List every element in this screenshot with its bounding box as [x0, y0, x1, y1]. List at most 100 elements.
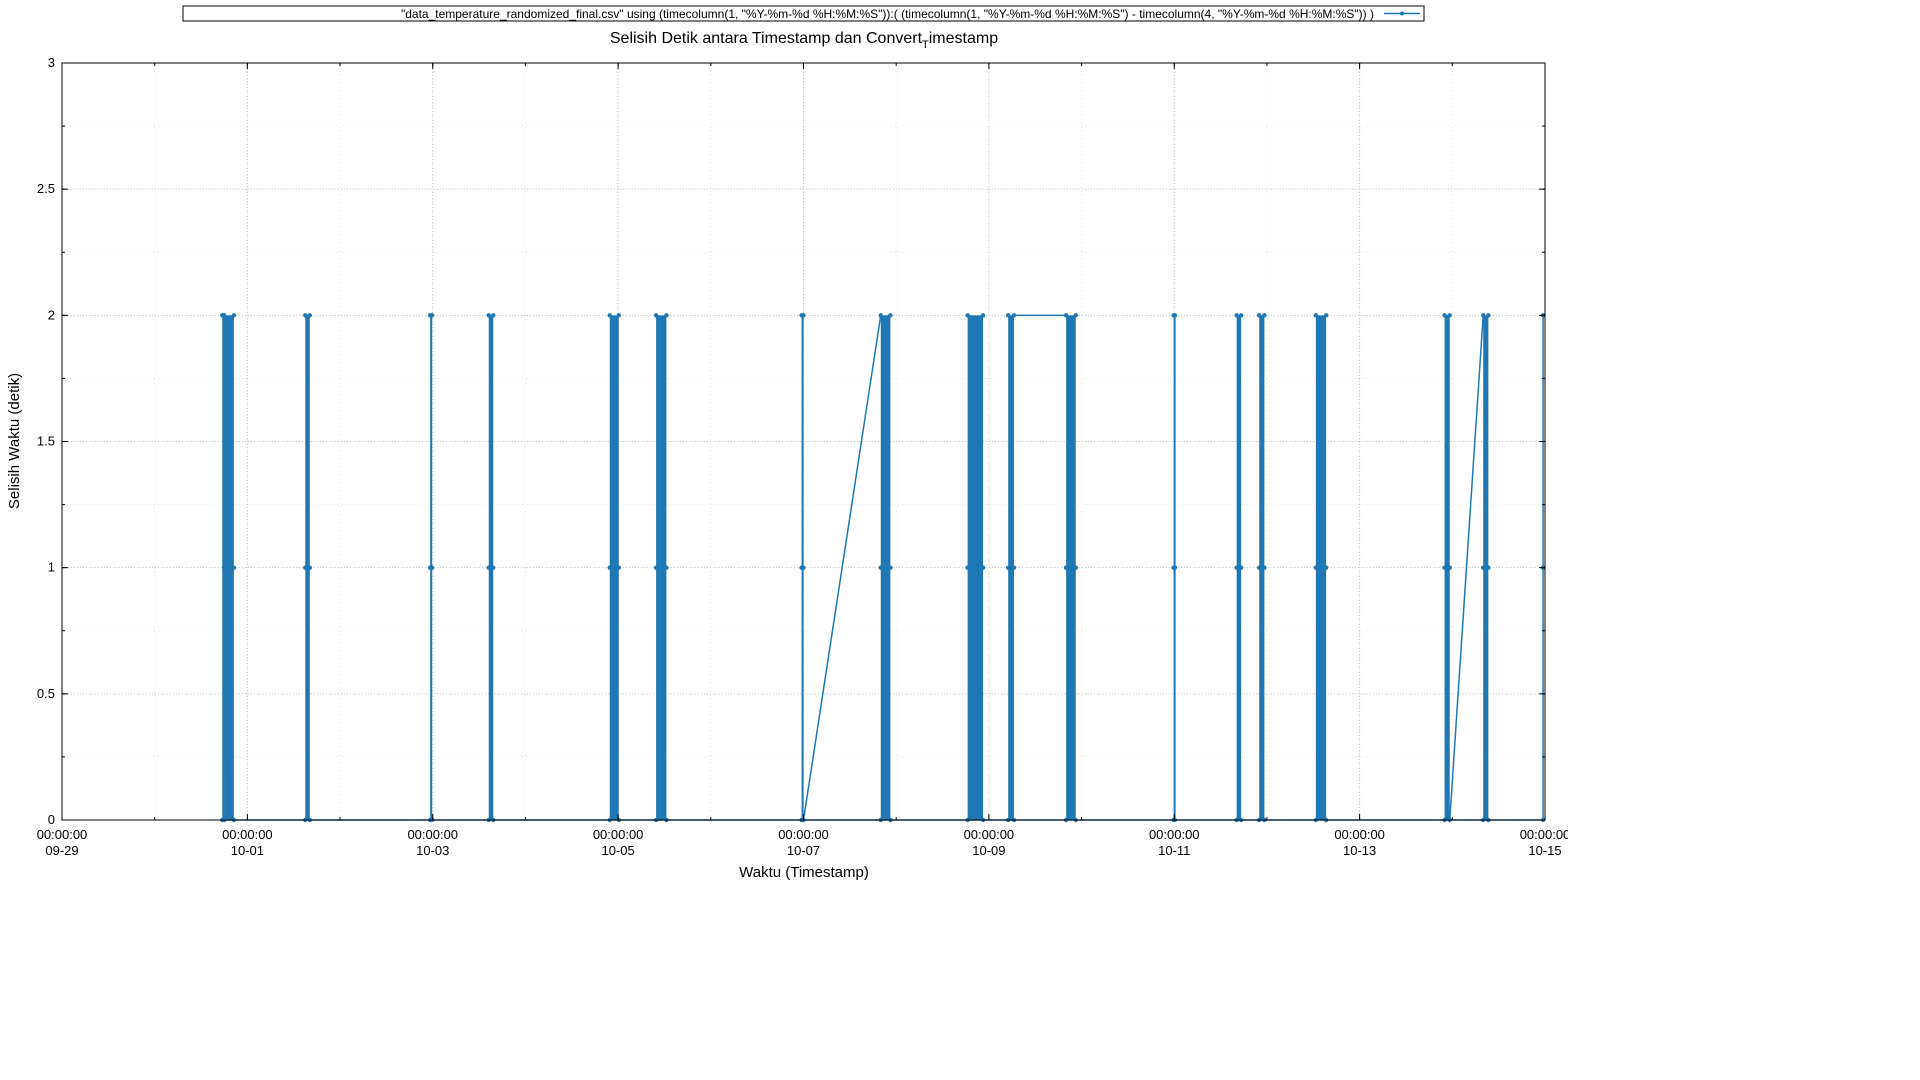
legend-box [182, 5, 1425, 22]
data-burst [967, 315, 984, 820]
data-point [231, 565, 237, 570]
data-point [1262, 313, 1267, 318]
data-point [878, 313, 883, 318]
data-point [1257, 565, 1262, 570]
data-burst [609, 315, 619, 820]
data-burst [880, 315, 891, 820]
x-tick-label-date: 10-01 [231, 843, 264, 858]
x-tick-label-date: 10-07 [787, 843, 820, 858]
y-tick-label: 3 [48, 55, 55, 70]
y-tick-label: 1 [48, 560, 55, 575]
data-point [1447, 565, 1452, 570]
y-tick-labels: 0 0.5 1 1.5 2 2.5 3 [37, 55, 55, 827]
data-point [664, 313, 669, 318]
data-point [307, 313, 313, 318]
x-tick-label-time: 00:00:00 [37, 827, 88, 842]
series-line [220, 313, 1546, 823]
data-point [1323, 313, 1329, 318]
x-tick-labels: 00:00:0009-2900:00:0010-0100:00:0010-030… [37, 827, 1568, 858]
data-point [222, 313, 227, 318]
data-point [231, 313, 237, 318]
ticks [61, 62, 1546, 821]
legend: "data_temperature_randomized_final.csv" … [182, 5, 1425, 22]
data-burst [1259, 315, 1265, 820]
data-point [616, 565, 621, 570]
x-tick-label-date: 10-15 [1528, 843, 1561, 858]
data-point [1442, 313, 1447, 318]
data-point [888, 313, 893, 318]
data-point [980, 313, 986, 318]
data-point [429, 313, 435, 318]
data-burst [1444, 315, 1450, 820]
data-burst [488, 315, 494, 820]
data-point [616, 313, 621, 318]
data-point [1313, 313, 1319, 318]
y-tick-label: 0.5 [37, 686, 55, 701]
data-point [303, 565, 308, 570]
x-tick-label-time: 00:00:00 [778, 827, 829, 842]
data-burst [656, 315, 667, 820]
data-burst [1315, 315, 1327, 820]
data-point [1486, 313, 1491, 318]
y-tick-label: 2.5 [37, 181, 55, 196]
y-tick-label: 1.5 [37, 434, 55, 449]
data-point [1063, 565, 1069, 570]
data-point [1234, 313, 1239, 318]
legend-swatch-marker [1400, 11, 1404, 16]
data-point [980, 565, 986, 570]
x-tick-label-time: 00:00:00 [964, 827, 1015, 842]
data-point [1073, 565, 1078, 570]
chart-title: Selisih Detik antara Timestamp dan Conve… [610, 30, 998, 51]
data-burst [224, 315, 234, 820]
data-point [801, 565, 806, 570]
x-tick-label-time: 00:00:00 [1149, 827, 1200, 842]
x-tick-label-date: 10-05 [602, 843, 635, 858]
data-point [491, 565, 496, 570]
x-tick-label-time: 00:00:00 [1334, 827, 1385, 842]
chart-svg: 00.511.522.53 00:00:0009-2900:00:0010-01… [6, 5, 1568, 881]
data-point [1005, 313, 1011, 318]
data-point [1005, 565, 1011, 570]
data-point [653, 313, 659, 318]
data-point [965, 313, 970, 318]
data-point [888, 565, 893, 570]
data-point [801, 313, 806, 318]
data-point [653, 565, 659, 570]
x-tick-label-date: 09-29 [45, 843, 78, 858]
data-point [965, 565, 970, 570]
data-point [1257, 313, 1262, 318]
x-tick-label-date: 10-09 [972, 843, 1005, 858]
x-tick-label-time: 00:00:00 [407, 827, 458, 842]
data-point [307, 565, 313, 570]
data-point [1238, 565, 1244, 570]
data-point [1481, 565, 1486, 570]
x-tick-label-time: 00:00:00 [222, 827, 273, 842]
data-burst [305, 315, 310, 820]
data-point [1063, 313, 1069, 318]
data-point [1486, 565, 1491, 570]
data-point [1234, 565, 1239, 570]
y-tick-label: 0 [48, 812, 55, 827]
data-point [1011, 313, 1017, 318]
y-axis-label: Selisih Waktu (detik) [6, 373, 23, 509]
data-burst [1066, 315, 1076, 820]
x-tick-label-date: 10-03 [416, 843, 449, 858]
data-point [878, 565, 883, 570]
data-point [1262, 565, 1267, 570]
series-segment [802, 315, 882, 821]
x-tick-label-date: 10-11 [1158, 843, 1190, 858]
data-point [607, 565, 612, 570]
legend-entry-label: "data_temperature_randomized_final.csv" … [401, 7, 1374, 21]
data-point [1447, 313, 1452, 318]
data-point [491, 313, 496, 318]
data-point [1172, 313, 1178, 318]
data-point [1442, 565, 1447, 570]
y-tick-label: 2 [48, 307, 55, 322]
data-burst [1483, 315, 1489, 820]
data-point [1238, 313, 1244, 318]
data-point [429, 565, 435, 570]
data-burst [1236, 315, 1242, 820]
data-point [486, 313, 491, 318]
x-tick-label-time: 00:00:00 [1520, 827, 1568, 842]
data-point [1313, 565, 1319, 570]
